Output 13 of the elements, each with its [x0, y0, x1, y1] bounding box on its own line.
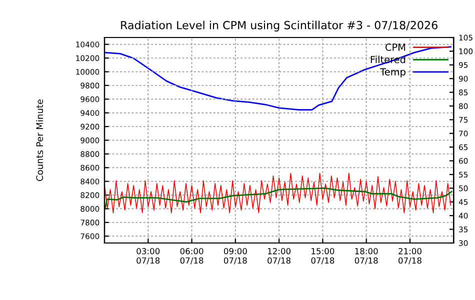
line-series	[104, 172, 452, 214]
x-tick-label: 06:00 07/18	[180, 248, 204, 264]
x-tick-label: 15:00 07/18	[311, 248, 334, 264]
x-tick-label: 21:00 07/18	[398, 248, 422, 264]
line-series	[104, 188, 452, 209]
legend-label: CPM	[385, 44, 406, 51]
x-tick-label: 03:00 07/18	[136, 248, 160, 264]
y-axis-title: Counts Per Minute	[36, 99, 44, 181]
legend-label: Temp	[380, 68, 406, 78]
chart-title: Radiation Level in CPM using Scintillator #3 - 07/18/2026	[121, 20, 438, 32]
x-tick-label: 09:00 07/18	[224, 248, 247, 264]
x-tick-label: 18:00 07/18	[354, 248, 378, 264]
x-tick-label: 12:00 07/18	[268, 248, 291, 264]
